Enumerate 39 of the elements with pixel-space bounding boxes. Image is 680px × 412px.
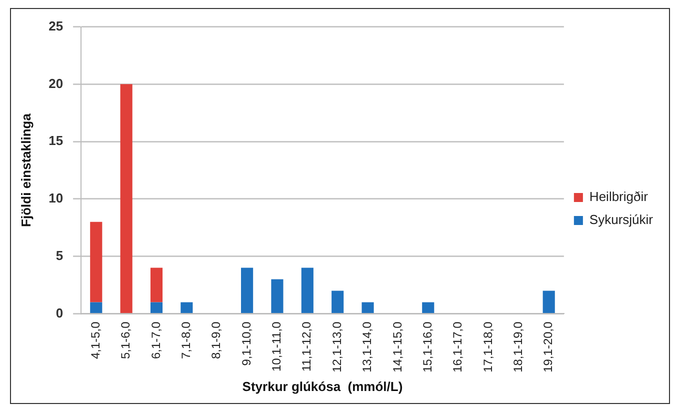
y-tick-label: 15 [48, 133, 64, 148]
x-tick-label: 15,1-16,0 [420, 321, 434, 372]
x-tick-label: 17,1-18,0 [480, 321, 495, 372]
bar [150, 268, 163, 302]
bar [120, 84, 132, 313]
x-tick-label: 4,1-5,0 [88, 321, 102, 360]
bar [241, 268, 254, 313]
bar [150, 302, 163, 313]
x-tick-label: 12,1-13,0 [330, 321, 344, 372]
x-tick-label: 16,1-17,0 [450, 321, 465, 372]
y-tick-label: 0 [56, 305, 64, 320]
x-tick-label: 13,1-14,0 [360, 321, 374, 372]
bar [542, 290, 555, 313]
bar [90, 222, 102, 302]
y-tick-label: 10 [48, 190, 64, 206]
legend-label: Heilbrigðir [589, 189, 649, 204]
bar [301, 268, 314, 313]
x-tick-label: 9,1-10,0 [239, 321, 254, 366]
x-tick-label: 5,1-6,0 [118, 321, 133, 360]
bar [422, 302, 434, 313]
x-tick-label: 7,1-8,0 [179, 321, 193, 360]
y-tick-label: 5 [56, 248, 64, 263]
y-axis-title: Fjöldi einstaklinga [18, 112, 34, 227]
bar [362, 302, 374, 313]
bar [332, 290, 344, 313]
y-tick-label: 20 [48, 76, 64, 91]
x-tick-label: 18,1-19,0 [510, 321, 525, 372]
legend-label: Sykursjúkir [589, 212, 654, 228]
x-tick-label: 11,1-12,0 [300, 321, 314, 372]
bar [90, 302, 102, 313]
x-tick-label: 8,1-9,0 [209, 321, 224, 360]
x-axis-title: Styrkur glúkósa (mmól/L) [242, 378, 403, 394]
bar [271, 279, 284, 313]
x-tick-label: 14,1-15,0 [390, 321, 404, 372]
x-tick-label: 6,1-7,0 [148, 321, 163, 360]
x-tick-label: 19,1-20,0 [541, 321, 556, 372]
bar [180, 302, 193, 313]
y-tick-label: 25 [48, 18, 64, 34]
x-tick-label: 10,1-11,0 [270, 321, 284, 372]
